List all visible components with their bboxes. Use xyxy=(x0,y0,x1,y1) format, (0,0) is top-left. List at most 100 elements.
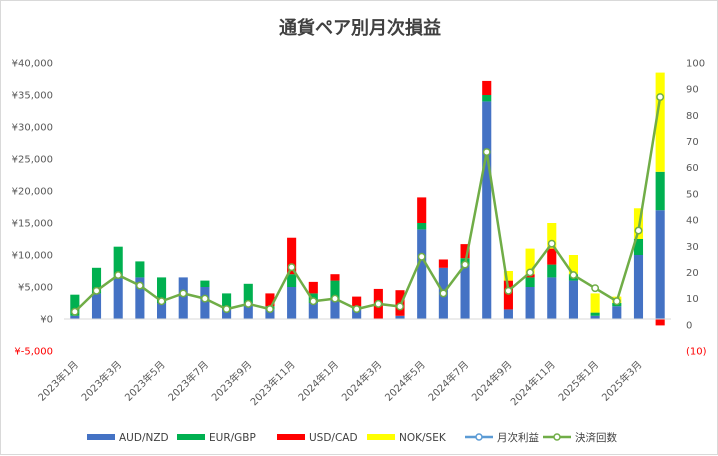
x-tick-label: 2024年5月 xyxy=(382,358,428,404)
legend-label: 決済回数 xyxy=(575,431,617,444)
y-left-tick-label: ¥15,000 xyxy=(12,219,53,230)
bar-segment xyxy=(547,223,557,249)
bar-segment xyxy=(113,277,123,319)
bar-segment xyxy=(525,287,535,319)
bar-segment xyxy=(157,277,167,303)
bar-segment xyxy=(655,171,665,211)
bar-segment xyxy=(91,267,102,294)
bar-segment xyxy=(395,315,405,319)
y-left-tick-label: ¥10,000 xyxy=(12,251,53,262)
y-right-tick-label: 50 xyxy=(686,189,699,200)
bar-segment xyxy=(352,296,362,307)
bar-segment xyxy=(352,309,362,319)
left-y-axis: ¥-5,000 ¥0 ¥5,000 ¥10,000 ¥15,000 ¥20,000 ¥25,… xyxy=(12,59,53,358)
series-point xyxy=(157,297,166,306)
bar-segment xyxy=(438,259,448,268)
bar-segment xyxy=(655,210,665,319)
series-point xyxy=(374,299,383,308)
y-right-tick-label: 70 xyxy=(686,137,699,148)
series-point xyxy=(547,239,556,248)
right-y-axis: (10) 0 10 20 30 40 50 60 70 80 90 100 xyxy=(686,59,707,358)
x-tick-label: 2023年3月 xyxy=(78,358,124,404)
series-point xyxy=(634,226,643,235)
series-point xyxy=(244,299,253,308)
bar-segment xyxy=(308,303,318,319)
bar-segment xyxy=(330,299,340,319)
bar-segment xyxy=(200,280,210,287)
x-tick-label: 2024年9月 xyxy=(469,358,515,404)
series-point xyxy=(396,302,404,311)
y-right-tick-label: 30 xyxy=(686,242,699,253)
legend-swatch xyxy=(87,434,115,440)
series-point xyxy=(200,294,209,303)
series-point xyxy=(70,307,79,316)
bar-segment xyxy=(287,287,297,319)
bar-segment xyxy=(633,255,644,319)
bar-segment xyxy=(503,280,513,310)
y-right-tick-label: 40 xyxy=(686,216,699,227)
y-right-tick-label: 100 xyxy=(686,59,705,70)
series-point xyxy=(179,289,188,298)
bar-segment xyxy=(330,280,340,300)
bar-segment xyxy=(590,312,600,316)
series-point xyxy=(222,305,231,314)
bar-segment xyxy=(243,303,253,319)
bar-segment xyxy=(482,80,492,95)
bar-segment xyxy=(568,280,578,319)
y-left-tick-label: ¥40,000 xyxy=(12,59,53,70)
x-tick-label: 2024年1月 xyxy=(295,358,341,404)
series-point xyxy=(114,271,123,280)
x-tick-label: 2023年9月 xyxy=(209,358,255,404)
y-right-tick-label: 20 xyxy=(686,268,699,279)
legend-swatch xyxy=(367,434,395,440)
bar-segment xyxy=(503,271,513,281)
y-right-tick-label: 80 xyxy=(686,111,699,122)
x-tick-label: 2025年3月 xyxy=(599,358,645,404)
series-point xyxy=(569,271,578,280)
line-series xyxy=(70,93,665,316)
bar-segment xyxy=(460,264,470,319)
bar-segment xyxy=(547,248,557,265)
bar-segment xyxy=(70,294,80,316)
bar-segment xyxy=(612,306,622,319)
bar-segment xyxy=(655,319,665,326)
bar-segment xyxy=(265,309,275,319)
series-point xyxy=(461,260,470,269)
series-point xyxy=(439,289,448,298)
bar-segment xyxy=(417,229,427,319)
bar-segment xyxy=(590,315,600,319)
bar-segment xyxy=(135,261,145,278)
bar-segment xyxy=(157,303,167,319)
legend-label: AUD/NZD xyxy=(119,432,169,444)
bar-segment xyxy=(287,274,297,287)
y-left-tick-label: ¥25,000 xyxy=(12,155,53,166)
bar-segment xyxy=(113,246,123,278)
series-point xyxy=(135,281,144,290)
chart-title: 通貨ペア別月次損益 xyxy=(279,17,441,39)
bar-segment xyxy=(178,277,188,319)
bar-segment xyxy=(243,283,253,303)
series-point xyxy=(92,286,101,295)
series-point xyxy=(287,263,296,272)
bar-segment xyxy=(308,281,318,294)
series-point xyxy=(526,268,535,277)
stacked-bars xyxy=(70,72,665,326)
legend-marker xyxy=(475,433,483,441)
bar-segment xyxy=(330,274,340,281)
bar-segment xyxy=(222,309,232,319)
bar-segment xyxy=(287,237,297,275)
y-left-tick-label: ¥20,000 xyxy=(12,187,53,198)
series-point xyxy=(482,148,491,156)
y-right-tick-label: 0 xyxy=(686,320,692,331)
legend-marker xyxy=(553,433,561,441)
series-point xyxy=(504,286,513,295)
series-line xyxy=(73,96,662,313)
bar-segment xyxy=(525,248,535,275)
legend-swatch xyxy=(277,434,305,440)
bar-segment xyxy=(547,264,557,278)
x-tick-label: 2023年5月 xyxy=(122,358,168,404)
y-right-tick-label: 90 xyxy=(686,85,699,96)
bar-segment xyxy=(655,72,665,172)
